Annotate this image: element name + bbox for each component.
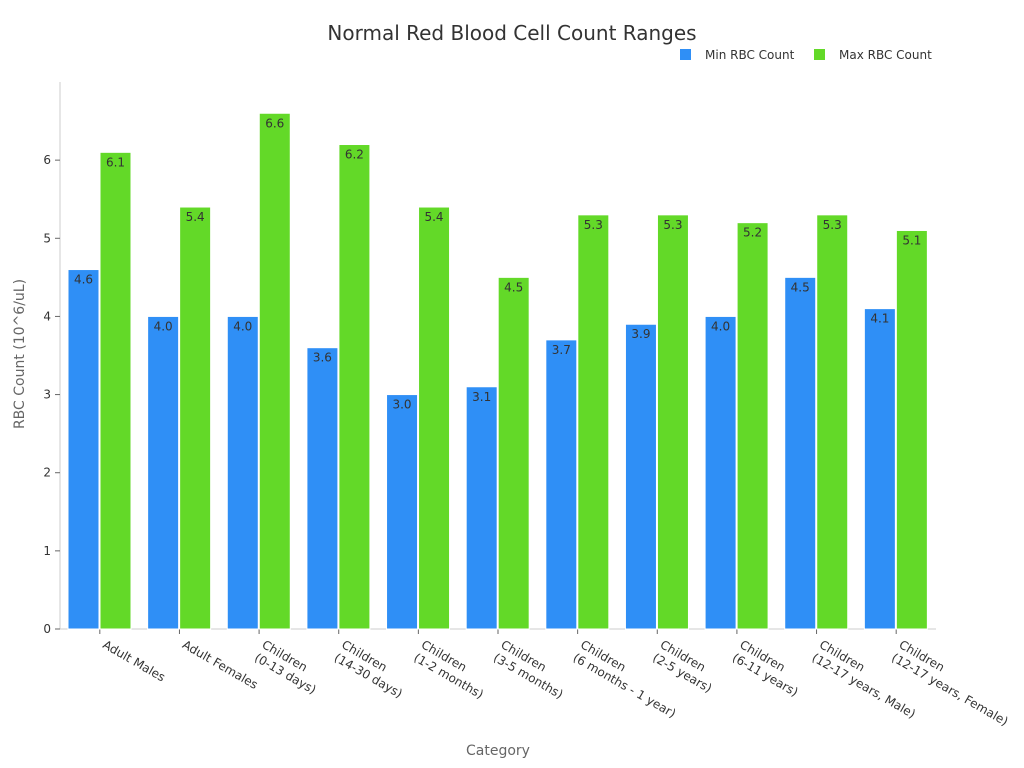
x-tick-label: Children(1-2 months) — [411, 637, 493, 701]
legend-swatch — [814, 49, 825, 60]
max-rbc-data-label: 4.5 — [504, 280, 523, 294]
max-rbc-bar — [736, 222, 769, 630]
min-rbc-bar — [386, 394, 419, 630]
max-rbc-data-label: 5.3 — [584, 218, 603, 232]
y-tick-label: 2 — [43, 466, 51, 480]
max-rbc-bar — [258, 112, 291, 630]
max-rbc-bar — [895, 229, 928, 630]
min-rbc-data-label: 3.7 — [552, 343, 571, 357]
min-rbc-data-label: 4.6 — [74, 273, 93, 287]
legend-swatch — [680, 49, 691, 60]
min-rbc-bar — [545, 339, 578, 630]
bar-series-group — [67, 112, 928, 630]
min-rbc-bar — [704, 315, 737, 630]
x-tick-label: Children(0-13 days) — [252, 637, 326, 696]
x-tick-label: Adult Females — [180, 637, 260, 691]
max-rbc-data-label: 6.1 — [106, 155, 125, 169]
min-rbc-bar — [465, 386, 498, 630]
min-rbc-bar — [624, 323, 657, 630]
min-rbc-bar — [226, 315, 259, 630]
y-tick-label: 3 — [43, 388, 51, 402]
max-rbc-bar — [418, 206, 451, 630]
legend-item-max-rbc: Max RBC Count — [814, 48, 932, 62]
max-rbc-bar — [99, 151, 132, 630]
min-rbc-data-label: 3.1 — [472, 390, 491, 404]
chart-title: Normal Red Blood Cell Count Ranges — [327, 21, 696, 45]
x-tick-label: Adult Males — [100, 637, 167, 684]
max-rbc-data-label: 5.4 — [186, 210, 205, 224]
x-tick-label: Children(2-5 years) — [650, 637, 721, 695]
max-rbc-bar — [179, 206, 212, 630]
y-axis: 0 1 2 3 4 5 6 — [43, 82, 61, 636]
y-tick-label: 0 — [43, 622, 51, 636]
min-rbc-data-label: 3.6 — [313, 351, 332, 365]
min-rbc-data-label: 3.9 — [631, 327, 650, 341]
legend: Min RBC Count Max RBC Count — [680, 48, 932, 62]
y-tick-label: 5 — [43, 231, 51, 245]
min-rbc-data-label: 4.0 — [154, 319, 173, 333]
y-axis-title: RBC Count (10^6/uL) — [12, 279, 28, 429]
max-rbc-data-label: 5.3 — [663, 218, 682, 232]
legend-label: Min RBC Count — [705, 48, 795, 62]
min-rbc-data-label: 4.5 — [791, 280, 810, 294]
min-rbc-data-label: 4.0 — [233, 319, 252, 333]
min-rbc-data-label: 4.1 — [870, 312, 889, 326]
x-tick-label: Children(6-11 years) — [730, 637, 808, 699]
y-tick-label: 6 — [43, 153, 51, 167]
min-rbc-bar — [67, 269, 100, 630]
data-label-group: 4.6 6.1 4.0 5.4 4.0 6.6 3.6 6.2 3.0 5.4 3.1 4.5 3.7 5… — [74, 116, 921, 411]
max-rbc-bar — [338, 144, 371, 630]
x-tick-label: Children(3-5 months) — [491, 637, 573, 701]
min-rbc-bar — [784, 276, 817, 630]
max-rbc-bar — [656, 214, 689, 630]
max-rbc-data-label: 5.3 — [823, 218, 842, 232]
max-rbc-data-label: 6.2 — [345, 148, 364, 162]
min-rbc-bar — [863, 308, 896, 630]
x-tick-label-line: Adult Males — [100, 637, 167, 684]
max-rbc-bar — [497, 276, 530, 630]
x-tick-label-line: Adult Females — [180, 637, 260, 691]
min-rbc-data-label: 4.0 — [711, 319, 730, 333]
min-rbc-data-label: 3.0 — [392, 398, 411, 412]
x-axis: Adult Males Adult Females Children(0-13 da… — [60, 628, 1011, 729]
max-rbc-data-label: 6.6 — [265, 116, 284, 130]
max-rbc-data-label: 5.1 — [902, 233, 921, 247]
max-rbc-data-label: 5.2 — [743, 226, 762, 240]
x-tick-label: Children(14-30 days) — [332, 637, 413, 700]
max-rbc-bar — [816, 214, 849, 630]
y-tick-label: 1 — [43, 544, 51, 558]
max-rbc-bar — [577, 214, 610, 630]
legend-label: Max RBC Count — [839, 48, 932, 62]
min-rbc-bar — [147, 315, 180, 630]
x-axis-title: Category — [466, 743, 530, 759]
legend-item-min-rbc: Min RBC Count — [680, 48, 795, 62]
min-rbc-bar — [306, 347, 339, 630]
max-rbc-data-label: 5.4 — [424, 210, 443, 224]
y-tick-label: 4 — [43, 309, 51, 323]
